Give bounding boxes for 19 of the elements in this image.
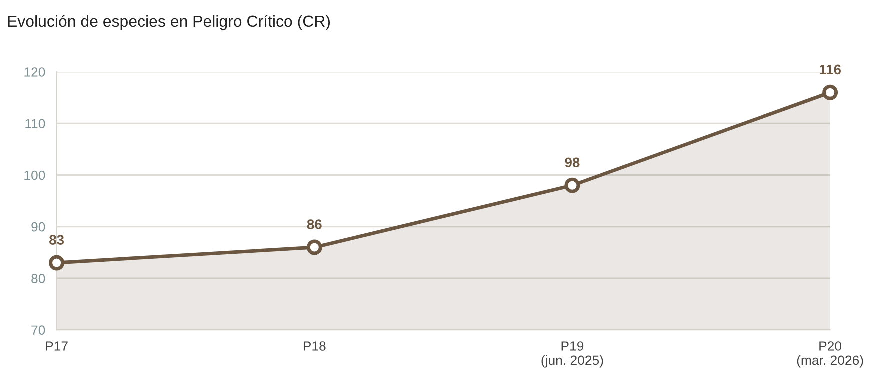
x-tick-label: P19 (jun. 2025) [542, 342, 604, 368]
y-tick-label: 90 [32, 222, 46, 232]
x-tick-label: P17 [46, 342, 68, 351]
data-label: 86 [307, 220, 322, 230]
point [564, 178, 580, 194]
point [822, 84, 838, 100]
y-tick-label: 110 [26, 119, 46, 129]
chart-title: Evolución de especies en Peligro Crítico (CR) [8, 15, 330, 30]
y-tick-label: 100 [24, 170, 46, 180]
data-label: 83 [50, 235, 64, 245]
x-tick-label: P18 [304, 342, 326, 351]
point [306, 240, 322, 256]
data-label: 116 [820, 64, 842, 75]
point [49, 255, 65, 271]
y-tick-label: 70 [32, 326, 46, 336]
data-label: 98 [565, 158, 580, 168]
x-tick-label: P20 (mar. 2026) [797, 342, 864, 368]
y-tick-label: 80 [32, 274, 46, 284]
y-tick-label: 120 [24, 68, 46, 77]
